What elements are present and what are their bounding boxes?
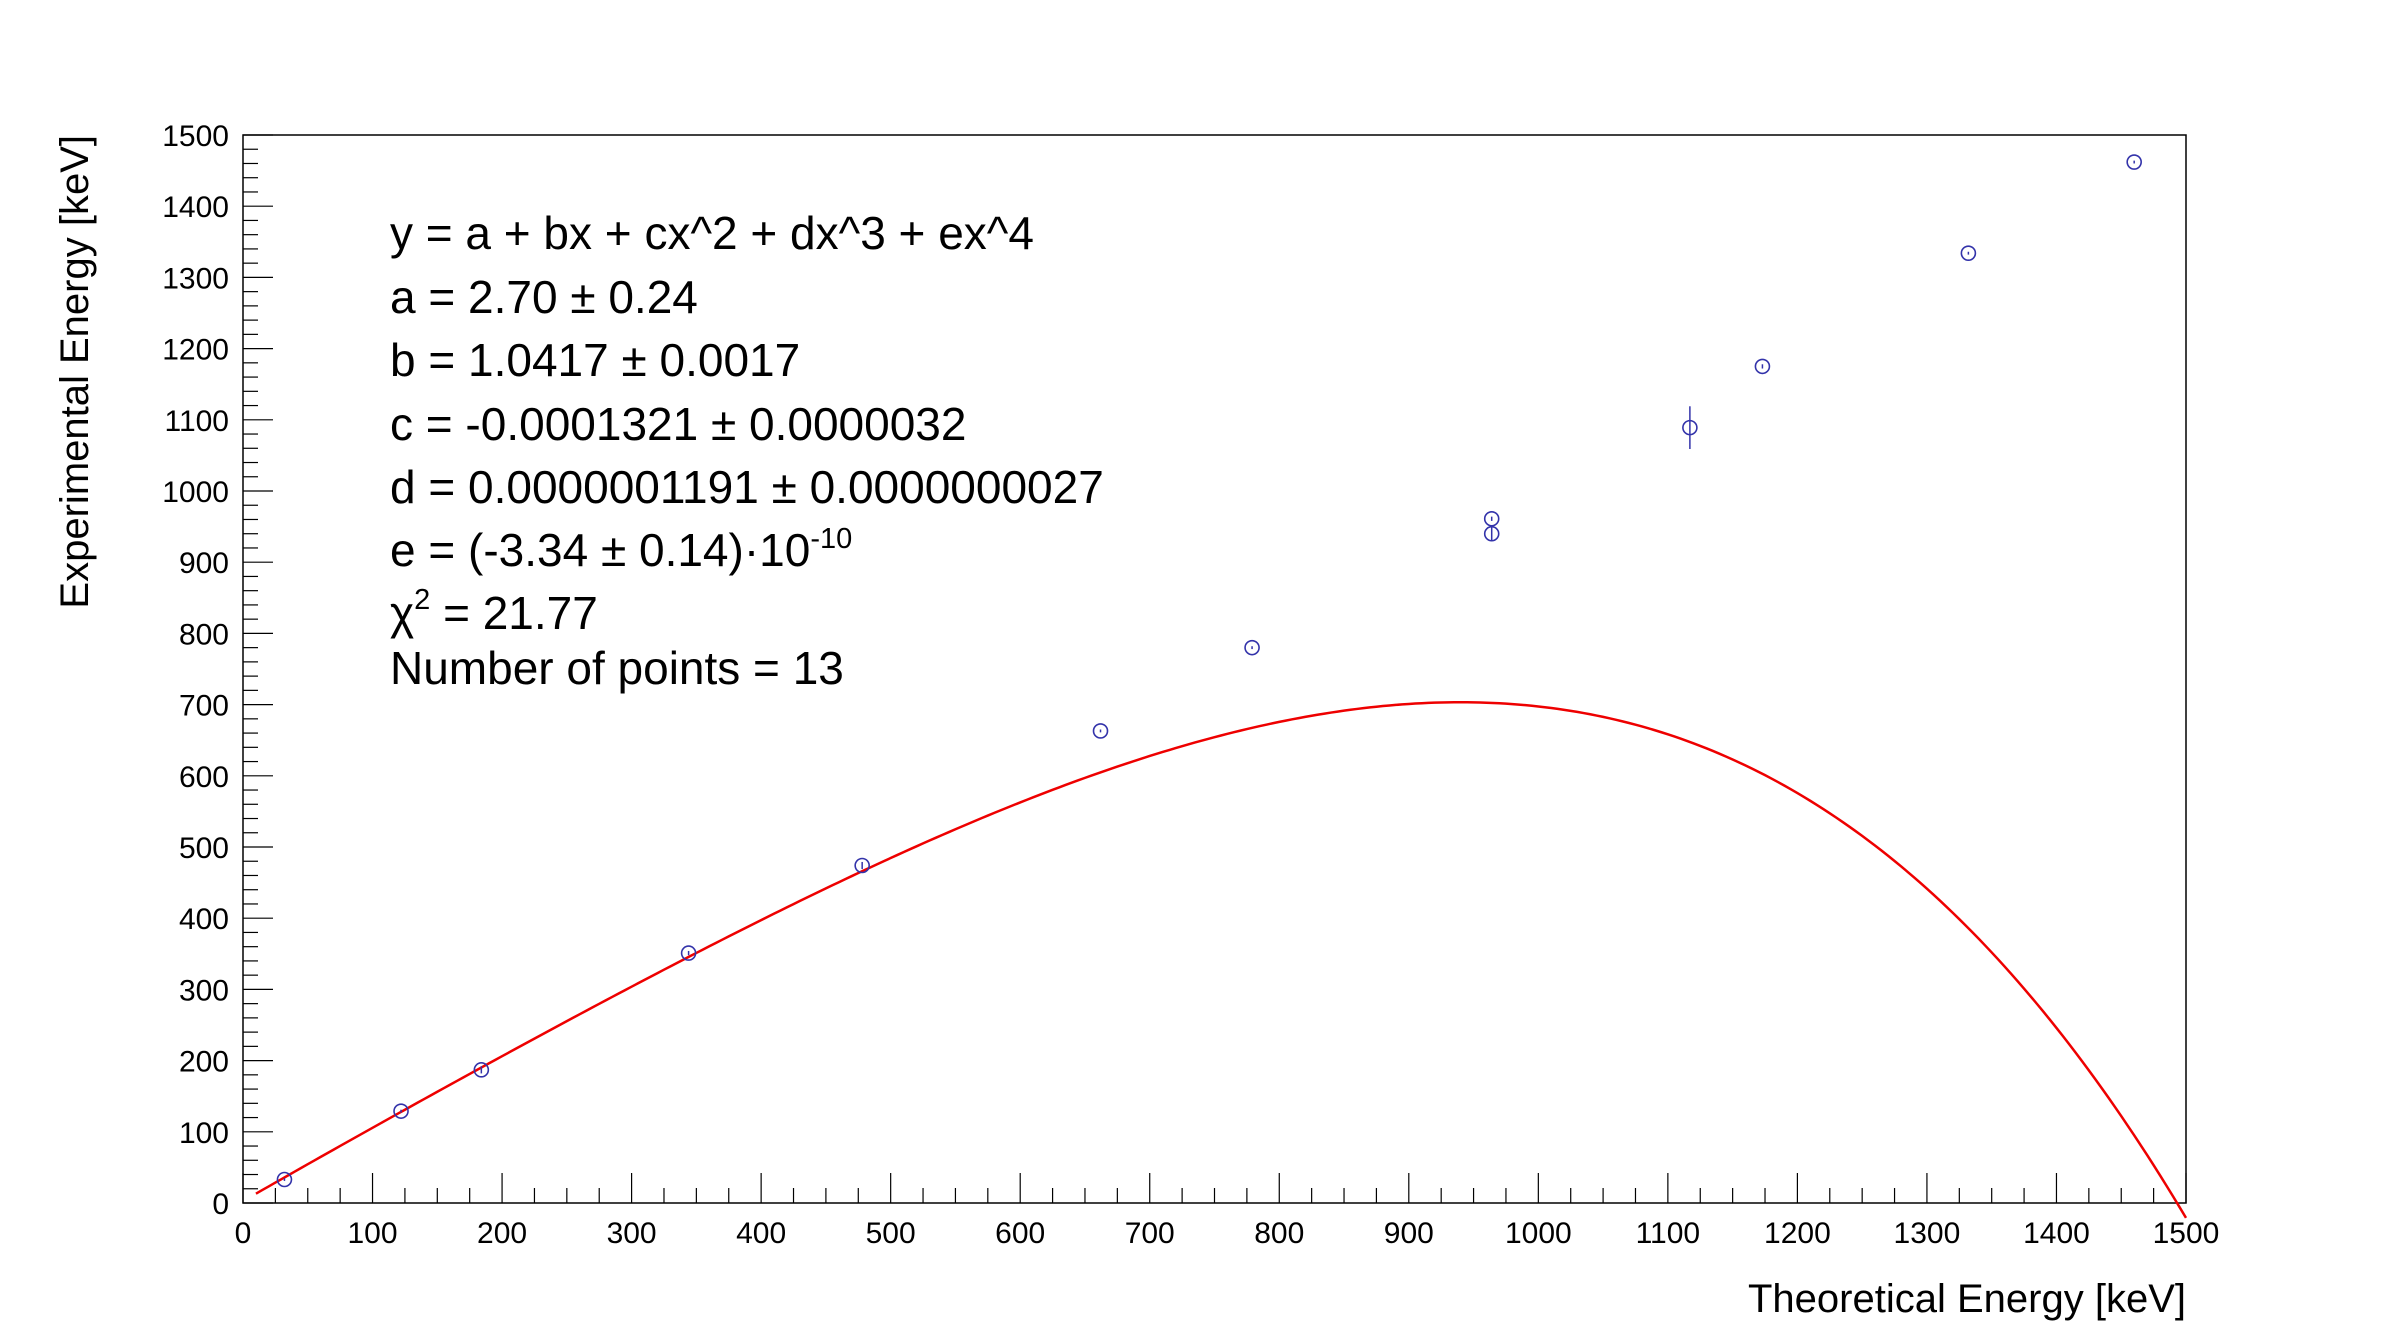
data-point <box>854 857 870 874</box>
fit-formula: y = a + bx + cx^2 + dx^3 + ex^4 <box>390 207 1034 259</box>
param-b: b = 1.0417 ± 0.0017 <box>390 334 800 386</box>
chi-symbol: χ <box>390 587 414 639</box>
x-tick-label: 0 <box>235 1217 252 1250</box>
param-e-exponent: -10 <box>810 523 852 555</box>
x-tick-label: 1400 <box>2023 1217 2090 1250</box>
chi-value: = 21.77 <box>430 587 598 639</box>
point-marker <box>276 1171 293 1188</box>
y-tick-label: 1200 <box>162 334 229 367</box>
x-axis-ticks <box>242 1173 2187 1203</box>
param-d: d = 0.0000001191 ± 0.0000000027 <box>390 461 1104 513</box>
x-tick-label: 200 <box>477 1217 527 1250</box>
data-point <box>1244 639 1260 656</box>
param-c: c = -0.0001321 ± 0.0000032 <box>390 398 966 450</box>
x-tick-label: 1300 <box>1894 1217 1961 1250</box>
point-marker <box>1754 358 1771 375</box>
chi-exponent: 2 <box>414 584 430 616</box>
x-axis-title: Theoretical Energy [keV] <box>1748 1277 2186 1321</box>
y-tick-label: 600 <box>179 761 229 794</box>
data-point <box>1092 723 1109 739</box>
y-tick-label: 100 <box>179 1117 229 1150</box>
data-point <box>473 1062 490 1078</box>
x-tick-label: 1000 <box>1505 1217 1572 1250</box>
y-tick-label: 1000 <box>162 476 229 509</box>
x-tick-label: 400 <box>736 1217 786 1250</box>
point-marker <box>1092 723 1109 739</box>
y-tick-label: 700 <box>179 690 229 723</box>
point-marker <box>1682 419 1698 436</box>
param-a: a = 2.70 ± 0.24 <box>390 271 698 323</box>
param-e: e = (-3.34 ± 0.14)·10-10 <box>390 523 852 576</box>
data-point <box>393 1103 409 1119</box>
y-tick-label: 800 <box>179 618 229 651</box>
data-points-layer <box>276 154 2142 1188</box>
data-point <box>2126 154 2142 170</box>
x-tick-label: 500 <box>866 1217 916 1250</box>
point-marker <box>2126 154 2142 170</box>
data-point <box>1754 358 1771 375</box>
number-of-points: Number of points = 13 <box>390 642 844 694</box>
x-axis-tick-labels: 0 100 200 300 400 500 600 700 800 900 1000 1100 1200… <box>235 1217 2220 1250</box>
y-tick-label: 200 <box>179 1046 229 1079</box>
x-tick-label: 700 <box>1125 1217 1175 1250</box>
y-axis-tick-labels: 0 100 200 300 400 500 600 700 800 900 1000 1100 1200… <box>162 120 229 1221</box>
y-tick-label: 300 <box>179 974 229 1007</box>
point-marker <box>1483 525 1500 542</box>
y-tick-label: 1400 <box>162 191 229 224</box>
fit-curve-layer <box>255 700 2188 1219</box>
point-marker <box>854 857 870 874</box>
data-point <box>276 1171 293 1188</box>
data-point <box>1483 525 1500 542</box>
point-marker <box>473 1062 490 1078</box>
x-tick-label: 1100 <box>1636 1217 1701 1250</box>
y-tick-label: 400 <box>179 903 229 936</box>
fit-results-annotation: y = a + bx + cx^2 + dx^3 + ex^4 a = 2.70… <box>390 207 1104 694</box>
y-tick-label: 1300 <box>162 262 229 295</box>
param-e-mantissa: e = (-3.34 ± 0.14)·10 <box>390 524 810 576</box>
x-tick-label: 600 <box>995 1217 1045 1250</box>
point-marker <box>1483 510 1500 527</box>
y-tick-label: 1500 <box>162 120 229 153</box>
y-tick-label: 900 <box>179 547 229 580</box>
data-point <box>1483 510 1500 527</box>
y-tick-label: 0 <box>212 1188 229 1221</box>
data-point <box>680 945 697 961</box>
chi-square: χ2 = 21.77 <box>390 584 598 639</box>
point-marker <box>1244 639 1260 656</box>
data-point <box>1682 406 1698 449</box>
point-marker <box>393 1103 409 1119</box>
x-tick-label: 300 <box>607 1217 657 1250</box>
y-axis-title: Experimental Energy [keV] <box>53 135 97 609</box>
x-tick-label: 1200 <box>1764 1217 1831 1250</box>
y-axis-ticks <box>243 134 273 1204</box>
x-tick-label: 1500 <box>2153 1217 2220 1250</box>
x-tick-label: 100 <box>348 1217 398 1250</box>
point-marker <box>1960 245 1977 261</box>
data-point <box>1960 245 1977 261</box>
y-tick-label: 500 <box>179 832 229 865</box>
fit-curve <box>255 700 2188 1219</box>
point-marker <box>680 945 697 961</box>
x-tick-label: 800 <box>1254 1217 1304 1250</box>
x-tick-label: 900 <box>1384 1217 1434 1250</box>
y-tick-label: 1100 <box>164 405 229 438</box>
